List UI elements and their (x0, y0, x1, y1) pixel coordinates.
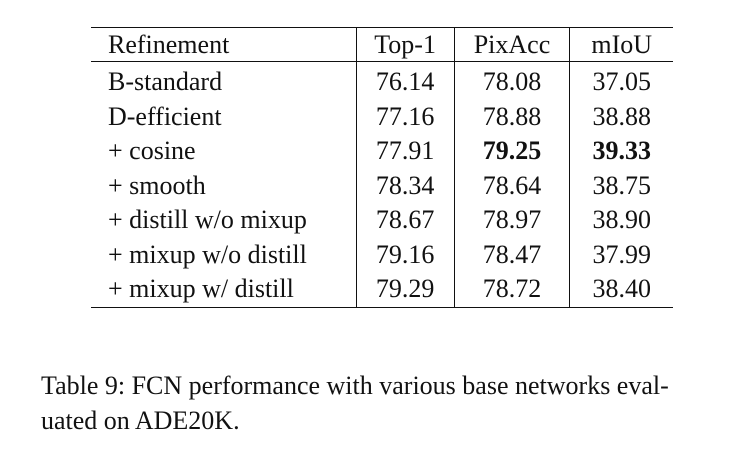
row-pixacc: 78.08 (453, 61, 570, 100)
row-name: B-standard (108, 67, 223, 97)
results-table-container: Refinement Top-1 PixAcc mIoU B-standard … (91, 27, 673, 308)
row-name: D-efficient (108, 101, 222, 131)
row-pixacc: 78.97 (453, 203, 570, 238)
row-top1: 77.16 (355, 99, 455, 134)
row-miou: 38.90 (569, 203, 673, 238)
row-miou: 37.05 (569, 61, 673, 100)
caption-line-2: uated on ADE20K. (41, 406, 240, 435)
row-name: + cosine (108, 136, 196, 166)
table-row: + cosine 77.91 79.25 39.33 (91, 134, 673, 169)
row-miou: 38.40 (569, 272, 673, 308)
row-top1: 76.14 (355, 61, 455, 100)
results-table: Refinement Top-1 PixAcc mIoU B-standard … (91, 27, 673, 308)
header-top1: Top-1 (355, 27, 455, 62)
row-pixacc: 78.72 (453, 272, 570, 308)
row-name: + smooth (108, 170, 206, 200)
table-row: + mixup w/o distill 79.16 78.47 37.99 (91, 237, 673, 272)
table-row: B-standard 76.14 78.08 37.05 (91, 61, 673, 100)
row-top1: 77.91 (355, 134, 455, 169)
row-name: + distill w/o mixup (108, 205, 307, 235)
table-body: B-standard 76.14 78.08 37.05 D-efficient… (91, 61, 673, 308)
header-refinement: Refinement (91, 27, 357, 62)
caption-line-1: Table 9: FCN performance with various ba… (41, 371, 669, 400)
row-top1: 79.16 (355, 237, 455, 272)
row-miou-best: 39.33 (569, 134, 673, 169)
row-top1: 78.34 (355, 168, 455, 203)
table-row: D-efficient 77.16 78.88 38.88 (91, 99, 673, 134)
row-miou: 38.88 (569, 99, 673, 134)
row-miou: 38.75 (569, 168, 673, 203)
table-row: + smooth 78.34 78.64 38.75 (91, 168, 673, 203)
header-miou: mIoU (569, 27, 673, 62)
table-row: + distill w/o mixup 78.67 78.97 38.90 (91, 203, 673, 238)
row-miou: 37.99 (569, 237, 673, 272)
row-top1: 78.67 (355, 203, 455, 238)
header-pixacc: PixAcc (453, 27, 570, 62)
row-name: + mixup w/ distill (91, 272, 357, 308)
row-pixacc: 78.88 (453, 99, 570, 134)
row-pixacc: 78.47 (453, 237, 570, 272)
table-row: + mixup w/ distill 79.29 78.72 38.40 (91, 272, 673, 308)
row-pixacc: 78.64 (453, 168, 570, 203)
row-pixacc-best: 79.25 (453, 134, 570, 169)
table-header: Refinement Top-1 PixAcc mIoU (91, 27, 673, 62)
table-caption: Table 9: FCN performance with various ba… (41, 368, 701, 438)
header-row: Refinement Top-1 PixAcc mIoU (91, 27, 673, 62)
row-top1: 79.29 (355, 272, 455, 308)
row-name: + mixup w/o distill (108, 239, 307, 269)
